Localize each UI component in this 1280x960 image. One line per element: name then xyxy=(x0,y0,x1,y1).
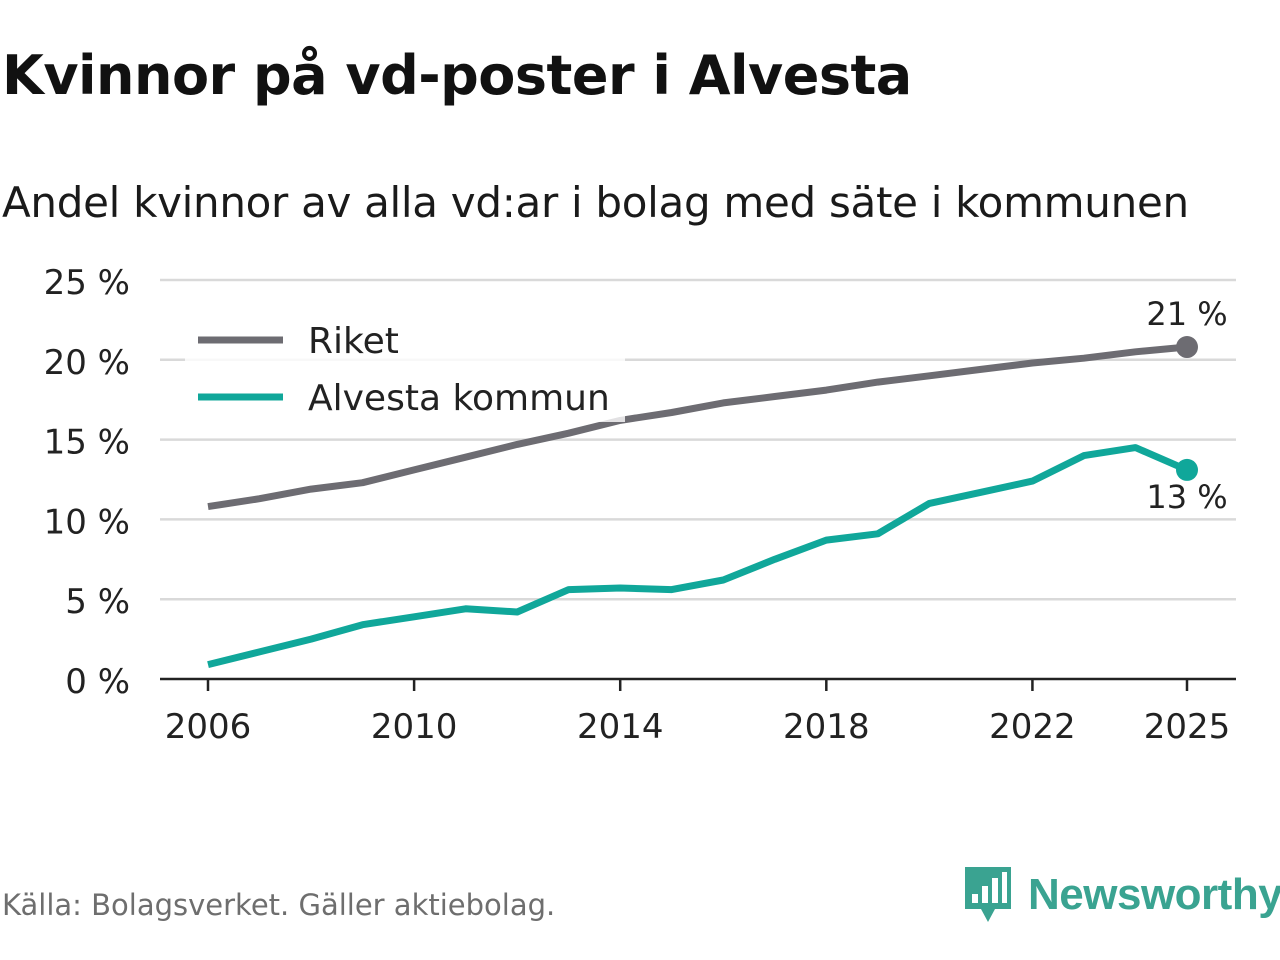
legend-background xyxy=(185,310,625,422)
data-point xyxy=(568,433,569,434)
data-point xyxy=(671,589,672,590)
y-axis: 0 % 5 % 10 % 15 % 20 % 25 % xyxy=(44,263,130,702)
data-point xyxy=(877,382,878,383)
data-point xyxy=(723,580,724,581)
data-point xyxy=(1083,455,1084,456)
data-point xyxy=(414,616,415,617)
data-point xyxy=(774,396,775,397)
data-point xyxy=(1083,358,1084,359)
data-point xyxy=(208,664,209,665)
data-point xyxy=(980,492,981,493)
legend-label: Alvesta kommun xyxy=(308,378,610,419)
data-point xyxy=(259,498,260,499)
data-point xyxy=(671,412,672,413)
end-point-marker xyxy=(1176,458,1198,481)
end-label-riket: 21 % xyxy=(1146,295,1227,333)
source-note: Källa: Bolagsverket. Gäller aktiebolag. xyxy=(2,888,556,922)
series-line-riket xyxy=(207,343,1188,511)
data-point xyxy=(980,369,981,370)
legend-label: Riket xyxy=(308,321,399,362)
end-label-alvesta: 13 % xyxy=(1146,478,1227,516)
data-point xyxy=(517,611,518,612)
data-point xyxy=(465,608,466,609)
y-tick-label: 10 % xyxy=(44,502,130,542)
y-tick-label: 15 % xyxy=(44,423,130,463)
series-layer xyxy=(207,336,1198,668)
end-point-marker xyxy=(1176,336,1198,359)
x-tick-label: 2018 xyxy=(783,707,870,747)
y-tick-label: 0 % xyxy=(65,662,130,702)
data-point xyxy=(929,375,930,376)
data-point xyxy=(568,589,569,590)
data-point xyxy=(1135,351,1136,352)
data-point xyxy=(826,390,827,391)
x-tick-label: 2006 xyxy=(165,707,252,747)
page-subtitle: Andel kvinnor av alla vd:ar i bolag med … xyxy=(2,178,1189,227)
data-point xyxy=(517,444,518,445)
end-labels: 21 % 13 % xyxy=(1146,295,1227,516)
series-line-alvesta xyxy=(207,444,1189,668)
newsworthy-logo-icon xyxy=(965,867,1011,922)
data-point xyxy=(362,624,363,625)
page-title: Kvinnor på vd-poster i Alvesta xyxy=(2,44,912,107)
x-tick-label: 2022 xyxy=(989,707,1076,747)
data-point xyxy=(311,639,312,640)
data-point xyxy=(620,588,621,589)
brand-name: Newsworthy xyxy=(1028,870,1280,919)
legend: Riket Alvesta kommun xyxy=(185,310,625,422)
data-point xyxy=(723,402,724,403)
data-point xyxy=(1032,481,1033,482)
x-tick-label: 2010 xyxy=(371,707,458,747)
data-point xyxy=(311,489,312,490)
y-tick-label: 5 % xyxy=(65,582,130,622)
y-tick-label: 20 % xyxy=(44,343,130,383)
data-point xyxy=(826,540,827,541)
data-point xyxy=(1032,362,1033,363)
x-axis: 2006 2010 2014 2018 2022 2025 xyxy=(160,677,1236,747)
data-point xyxy=(208,506,209,507)
data-point xyxy=(259,651,260,652)
data-point xyxy=(877,533,878,534)
data-point xyxy=(929,503,930,504)
x-tick-label: 2025 xyxy=(1144,707,1231,747)
x-tick-label: 2014 xyxy=(577,707,664,747)
data-point xyxy=(1135,447,1136,448)
data-point xyxy=(414,469,415,470)
data-point xyxy=(774,559,775,560)
brand-logo: Newsworthy xyxy=(962,862,1280,928)
data-point xyxy=(362,482,363,483)
data-point xyxy=(465,457,466,458)
y-tick-label: 25 % xyxy=(44,263,130,303)
